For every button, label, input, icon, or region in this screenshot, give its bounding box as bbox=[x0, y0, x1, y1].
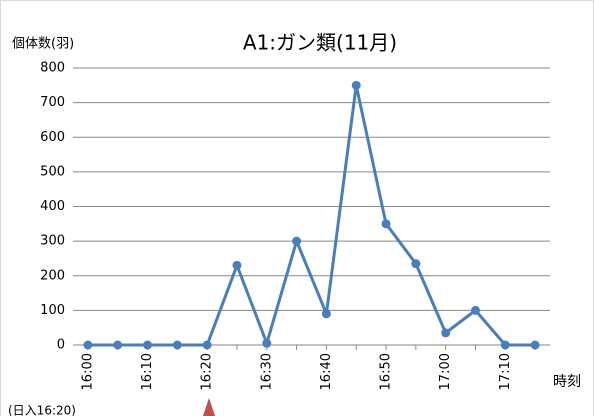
y-tick-label: 700 bbox=[40, 95, 65, 110]
x-tick-label: 16:40 bbox=[319, 353, 334, 390]
y-tick-label: 400 bbox=[40, 199, 65, 214]
data-point bbox=[232, 260, 242, 270]
x-tick-label: 16:20 bbox=[200, 353, 215, 390]
x-tick-label: 16:30 bbox=[259, 353, 274, 390]
y-tick-label: 600 bbox=[40, 130, 65, 145]
data-point bbox=[83, 340, 93, 350]
data-line bbox=[87, 83, 536, 347]
x-tick-label: 17:00 bbox=[438, 353, 453, 390]
data-point bbox=[202, 340, 212, 350]
data-point bbox=[143, 340, 153, 350]
x-tick-label: 17:10 bbox=[498, 353, 513, 390]
data-point bbox=[411, 259, 421, 269]
data-point bbox=[113, 340, 123, 350]
x-tick-label: 16:50 bbox=[379, 353, 394, 390]
y-tick-label: 100 bbox=[40, 303, 65, 318]
chart-title: A1:ガン類(11月) bbox=[243, 31, 397, 55]
x-tick-label: 16:10 bbox=[140, 353, 155, 390]
sunset-arrow bbox=[203, 398, 215, 416]
data-point bbox=[351, 80, 361, 90]
annotation: (日入16:20) bbox=[8, 404, 76, 416]
data-point bbox=[530, 340, 540, 350]
y-tick-label: 500 bbox=[40, 164, 65, 179]
data-point bbox=[470, 305, 480, 315]
y-tick-label: 200 bbox=[40, 268, 65, 283]
data-point bbox=[500, 340, 510, 350]
data-point bbox=[441, 328, 451, 338]
y-tick-label: 300 bbox=[40, 234, 65, 249]
y-tick-label: 800 bbox=[40, 61, 65, 76]
data-point bbox=[321, 309, 331, 319]
data-point bbox=[292, 236, 302, 246]
data-point bbox=[172, 340, 182, 350]
y-tick-label: 0 bbox=[57, 338, 65, 353]
data-point bbox=[381, 219, 391, 229]
x-tick-label: 16:00 bbox=[80, 353, 95, 390]
x-axis-label: 時刻 bbox=[553, 374, 581, 390]
y-axis-label: 個体数(羽) bbox=[12, 37, 74, 52]
data-point bbox=[262, 338, 272, 348]
